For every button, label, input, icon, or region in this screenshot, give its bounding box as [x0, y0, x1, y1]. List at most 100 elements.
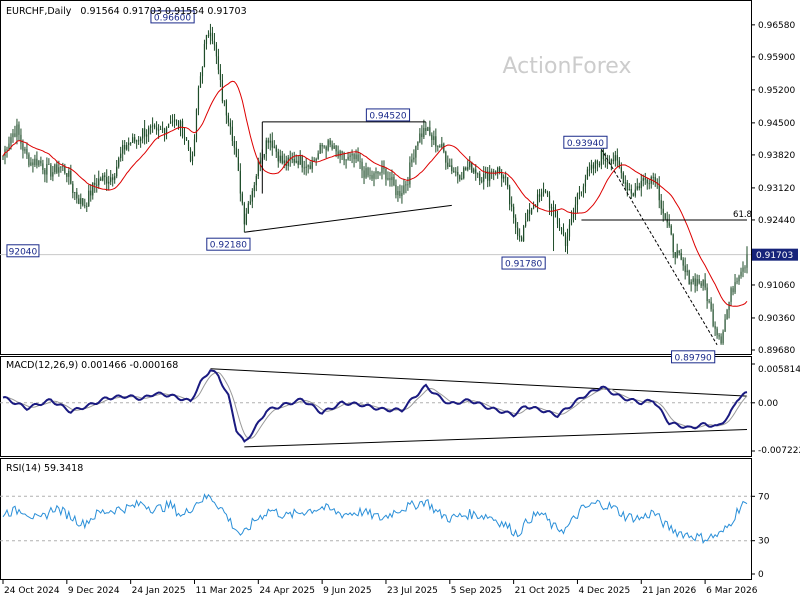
candle-body — [481, 180, 483, 182]
candle-body — [676, 250, 678, 258]
candle-body — [128, 142, 130, 146]
candle-body — [706, 287, 708, 302]
candle-body — [20, 134, 22, 144]
candle-body — [536, 194, 539, 206]
candle-body — [267, 140, 269, 143]
candle-body — [313, 160, 315, 162]
candle-body — [295, 160, 297, 163]
candle-body — [167, 123, 170, 128]
price-tick-label: 0.91060 — [758, 281, 795, 291]
candle-body — [251, 191, 253, 202]
candle-body — [417, 142, 419, 146]
candle-body — [407, 184, 409, 186]
candle-body — [387, 178, 389, 180]
candle-body — [165, 127, 168, 134]
candle-body — [88, 190, 90, 207]
rsi-tick-label: 30 — [758, 537, 770, 547]
candle-body — [746, 254, 748, 268]
candle-body — [60, 166, 62, 168]
candle-body — [445, 151, 447, 163]
ma-path — [2, 80, 748, 307]
candle-body — [690, 281, 692, 285]
candle-body — [564, 234, 567, 247]
price-tick-label: 0.95200 — [758, 86, 795, 96]
candle-body — [277, 151, 279, 162]
candle-body — [291, 158, 293, 160]
candle-body — [684, 265, 686, 273]
candle-body — [357, 154, 359, 162]
candle-body — [96, 184, 98, 186]
candle-body — [658, 184, 660, 201]
candle-body — [419, 133, 421, 143]
candle-body — [371, 175, 373, 179]
candle-body — [584, 179, 587, 187]
candle-body — [66, 173, 68, 177]
candle-body — [528, 210, 531, 214]
candle-body — [193, 139, 196, 157]
candle-body — [353, 153, 355, 160]
candle-body — [437, 146, 439, 147]
candle-body — [181, 121, 184, 137]
candle-body — [189, 149, 192, 161]
candle-body — [241, 193, 243, 204]
time-tick-label: 9 Dec 2024 — [68, 586, 120, 596]
candle-body — [688, 270, 690, 285]
candle-body — [413, 157, 415, 160]
candle-body — [373, 173, 375, 179]
candle-body — [415, 145, 417, 158]
candle-body — [592, 164, 595, 169]
candle-body — [146, 134, 148, 137]
candle-body — [185, 137, 188, 141]
candle-body — [489, 171, 491, 181]
price-label-box — [365, 108, 411, 122]
candle-body — [642, 178, 644, 181]
candle-body — [72, 183, 74, 193]
candle-body — [36, 158, 38, 166]
candle-body — [552, 207, 555, 211]
candle-body — [459, 175, 461, 180]
candle-body — [722, 331, 724, 344]
candle-body — [505, 176, 507, 178]
candle-body — [397, 190, 399, 196]
candle-body — [303, 167, 305, 169]
candle-body — [104, 175, 106, 177]
candle-body — [80, 198, 82, 204]
candle-body — [151, 125, 154, 127]
time-tick-label: 24 Jan 2025 — [132, 586, 186, 596]
candle-body — [465, 167, 467, 170]
candle-body — [411, 159, 413, 163]
candle-body — [694, 278, 696, 287]
candle-body — [40, 160, 42, 164]
candle-body — [395, 185, 397, 196]
candle-body — [572, 213, 575, 219]
candle-body — [538, 194, 541, 197]
candle-body — [588, 169, 591, 171]
candle-body — [439, 146, 441, 148]
candle-body — [144, 128, 146, 137]
candle-body — [323, 146, 325, 148]
candle-body — [710, 301, 712, 310]
candle-body — [14, 133, 16, 137]
candle-body — [195, 109, 198, 140]
candle-body — [203, 43, 206, 67]
candle-body — [638, 186, 640, 189]
candle-body — [622, 172, 624, 184]
candle-body — [700, 283, 702, 286]
candle-body — [124, 144, 126, 150]
rsi-title: RSI(14) 59.3418 — [6, 463, 83, 474]
rsi-levels — [0, 495, 751, 542]
candle-body — [50, 164, 52, 177]
candle-body — [183, 136, 186, 138]
candle-body — [630, 189, 632, 194]
candle-body — [716, 328, 718, 336]
candle-body — [161, 128, 164, 130]
time-tick-label: 6 Mar 2026 — [706, 586, 758, 596]
candle-body — [142, 128, 144, 139]
candle-body — [379, 172, 381, 174]
candle-body — [491, 171, 493, 173]
candle-body — [556, 217, 559, 225]
price-label-text: 0.92180 — [210, 241, 247, 251]
candle-body — [171, 121, 174, 123]
candle-body — [654, 176, 656, 183]
